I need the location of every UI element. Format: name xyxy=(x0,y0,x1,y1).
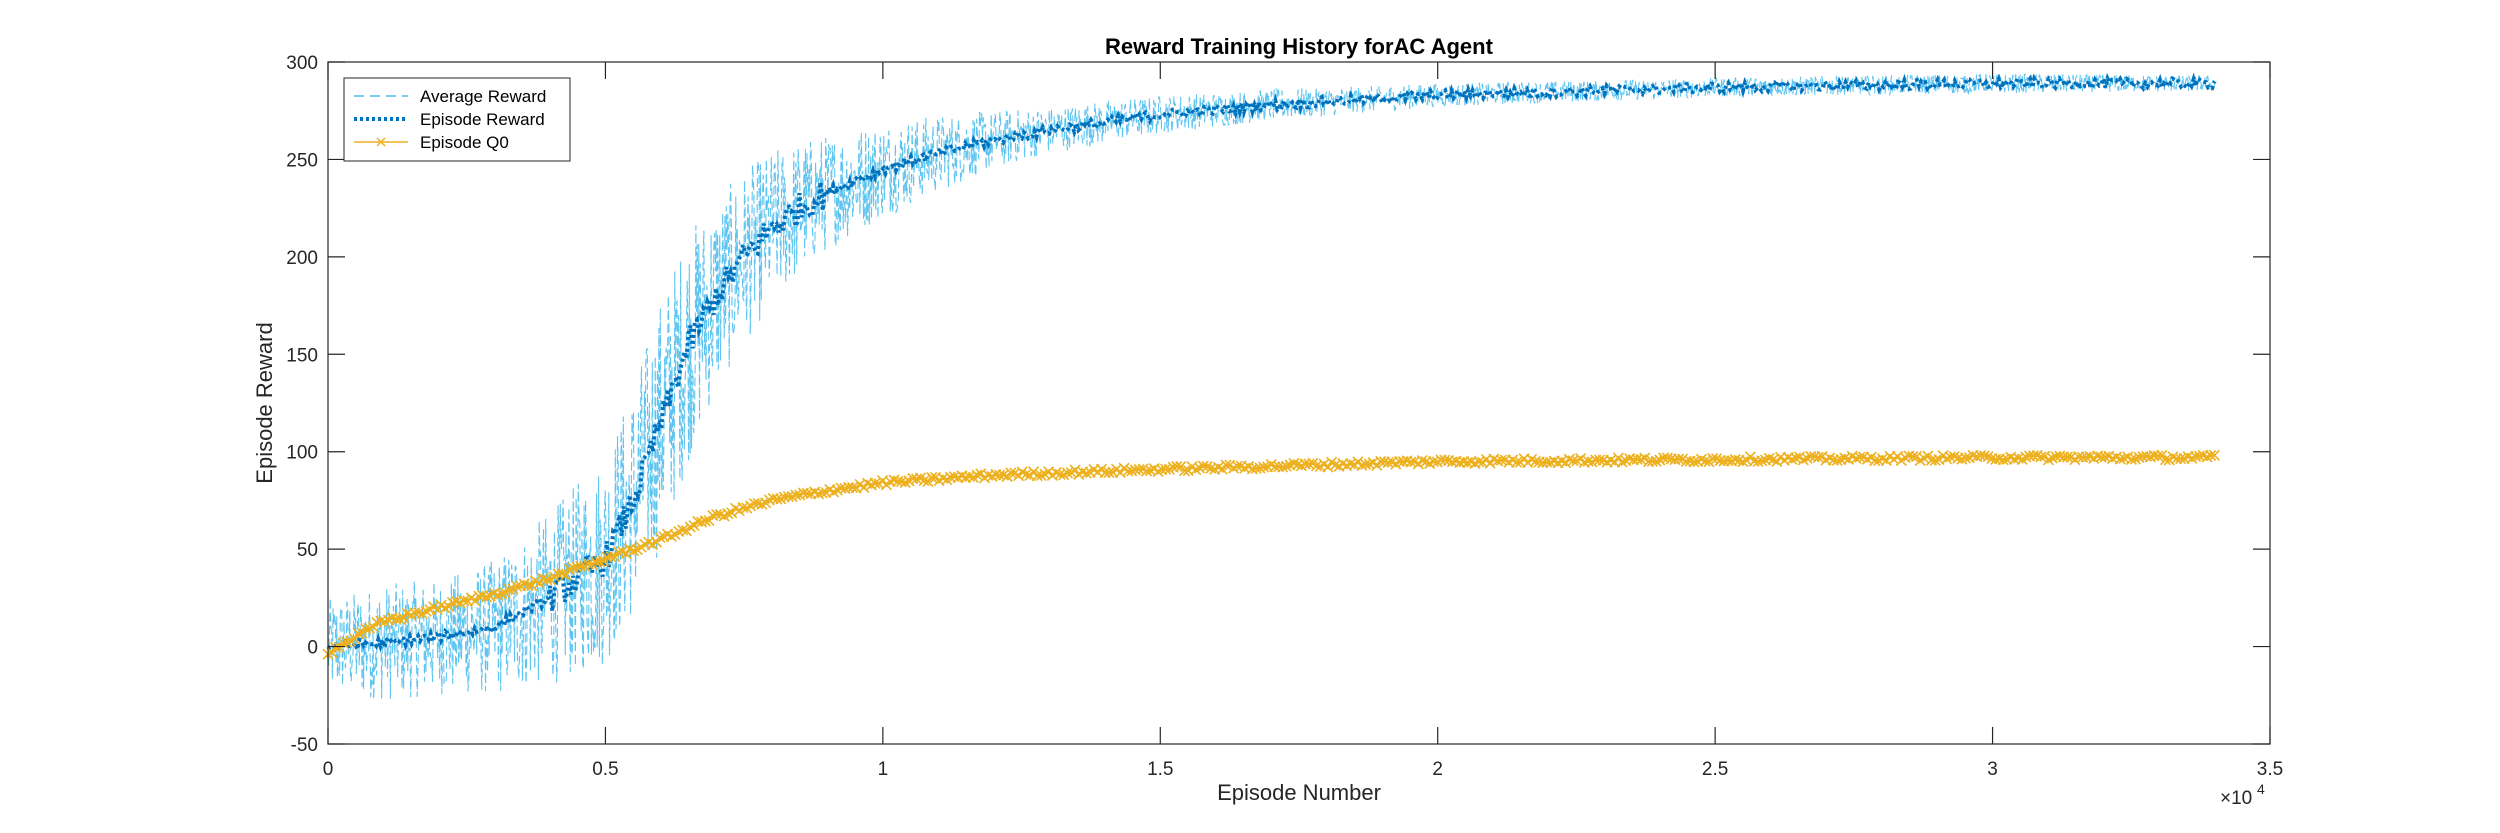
chart-title: Reward Training History forAC Agent xyxy=(1105,34,1494,59)
plot-frame xyxy=(327,61,2271,745)
x-axis-label: Episode Number xyxy=(1217,780,1381,805)
x-tick-label: 1.5 xyxy=(1147,759,1173,780)
x-tick-label: 0.5 xyxy=(592,759,618,780)
series-episode-reward xyxy=(326,71,2217,657)
x-tick-label: 3 xyxy=(1987,759,1998,780)
y-tick-label: -50 xyxy=(291,735,318,756)
x-tick-label: 0 xyxy=(323,759,334,780)
legend-label-episode-q0: Episode Q0 xyxy=(420,133,509,152)
y-tick-label: 0 xyxy=(307,638,318,659)
y-tick-label: 100 xyxy=(286,443,318,464)
y-axis-label: Episode Reward xyxy=(252,322,277,483)
y-tick-label: 250 xyxy=(286,150,318,171)
x-tick-label: 1 xyxy=(878,759,889,780)
y-tick-label: 300 xyxy=(286,53,318,74)
y-tick-label: 200 xyxy=(286,248,318,269)
x-exponent-base: ×10 xyxy=(2220,788,2252,809)
x-tick-label: 2 xyxy=(1432,759,1443,780)
legend-label-average-reward: Average Reward xyxy=(420,87,546,106)
x-exponent-label: ×10 4 xyxy=(2220,781,2265,809)
legend-box xyxy=(343,77,571,162)
series-layer xyxy=(322,71,2221,700)
x-exponent-power: 4 xyxy=(2257,781,2265,797)
y-tick-label: 150 xyxy=(286,345,318,366)
legend-marker-episode-q0 xyxy=(376,137,386,147)
legend-label-episode-reward: Episode Reward xyxy=(420,110,545,129)
legend: Average Reward Episode Reward Episode Q0 xyxy=(343,77,571,162)
y-tick-label: 50 xyxy=(297,540,318,561)
x-tick-label: 2.5 xyxy=(1702,759,1728,780)
plot-area xyxy=(328,62,2270,744)
x-tick-label: 3.5 xyxy=(2257,759,2283,780)
